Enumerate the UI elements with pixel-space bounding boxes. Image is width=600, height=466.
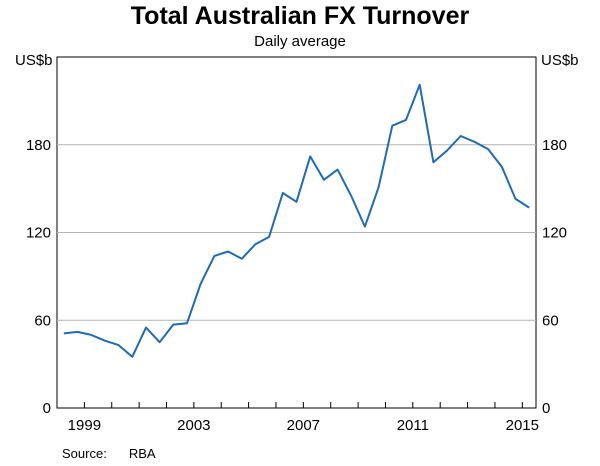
- y-tick-label-right: 0: [542, 400, 550, 417]
- x-tick-label: 1999: [68, 417, 101, 434]
- y-tick-label-left: 180: [26, 137, 51, 154]
- y-tick-label-right: 180: [542, 137, 567, 154]
- source-value: RBA: [128, 446, 156, 461]
- source-note: Source: RBA: [62, 446, 156, 461]
- x-tick-label: 2007: [287, 417, 320, 434]
- source-label: Source:: [62, 446, 107, 461]
- y-tick-label-left: 120: [26, 225, 51, 242]
- x-tick-label: 2011: [397, 417, 429, 434]
- y-tick-label-right: 120: [542, 225, 567, 242]
- chart-subtitle: Daily average: [254, 33, 346, 50]
- series-line: [63, 83, 530, 358]
- right-axis-unit: US$b: [541, 52, 579, 69]
- x-tick-label: 2015: [506, 417, 539, 434]
- x-tick-label: 2003: [177, 417, 210, 434]
- y-tick-label-right: 60: [542, 312, 559, 329]
- chart-title: Total Australian FX Turnover: [130, 2, 470, 30]
- y-tick-label-left: 60: [34, 312, 51, 329]
- left-axis-unit: US$b: [15, 52, 53, 69]
- y-tick-label-left: 0: [43, 400, 51, 417]
